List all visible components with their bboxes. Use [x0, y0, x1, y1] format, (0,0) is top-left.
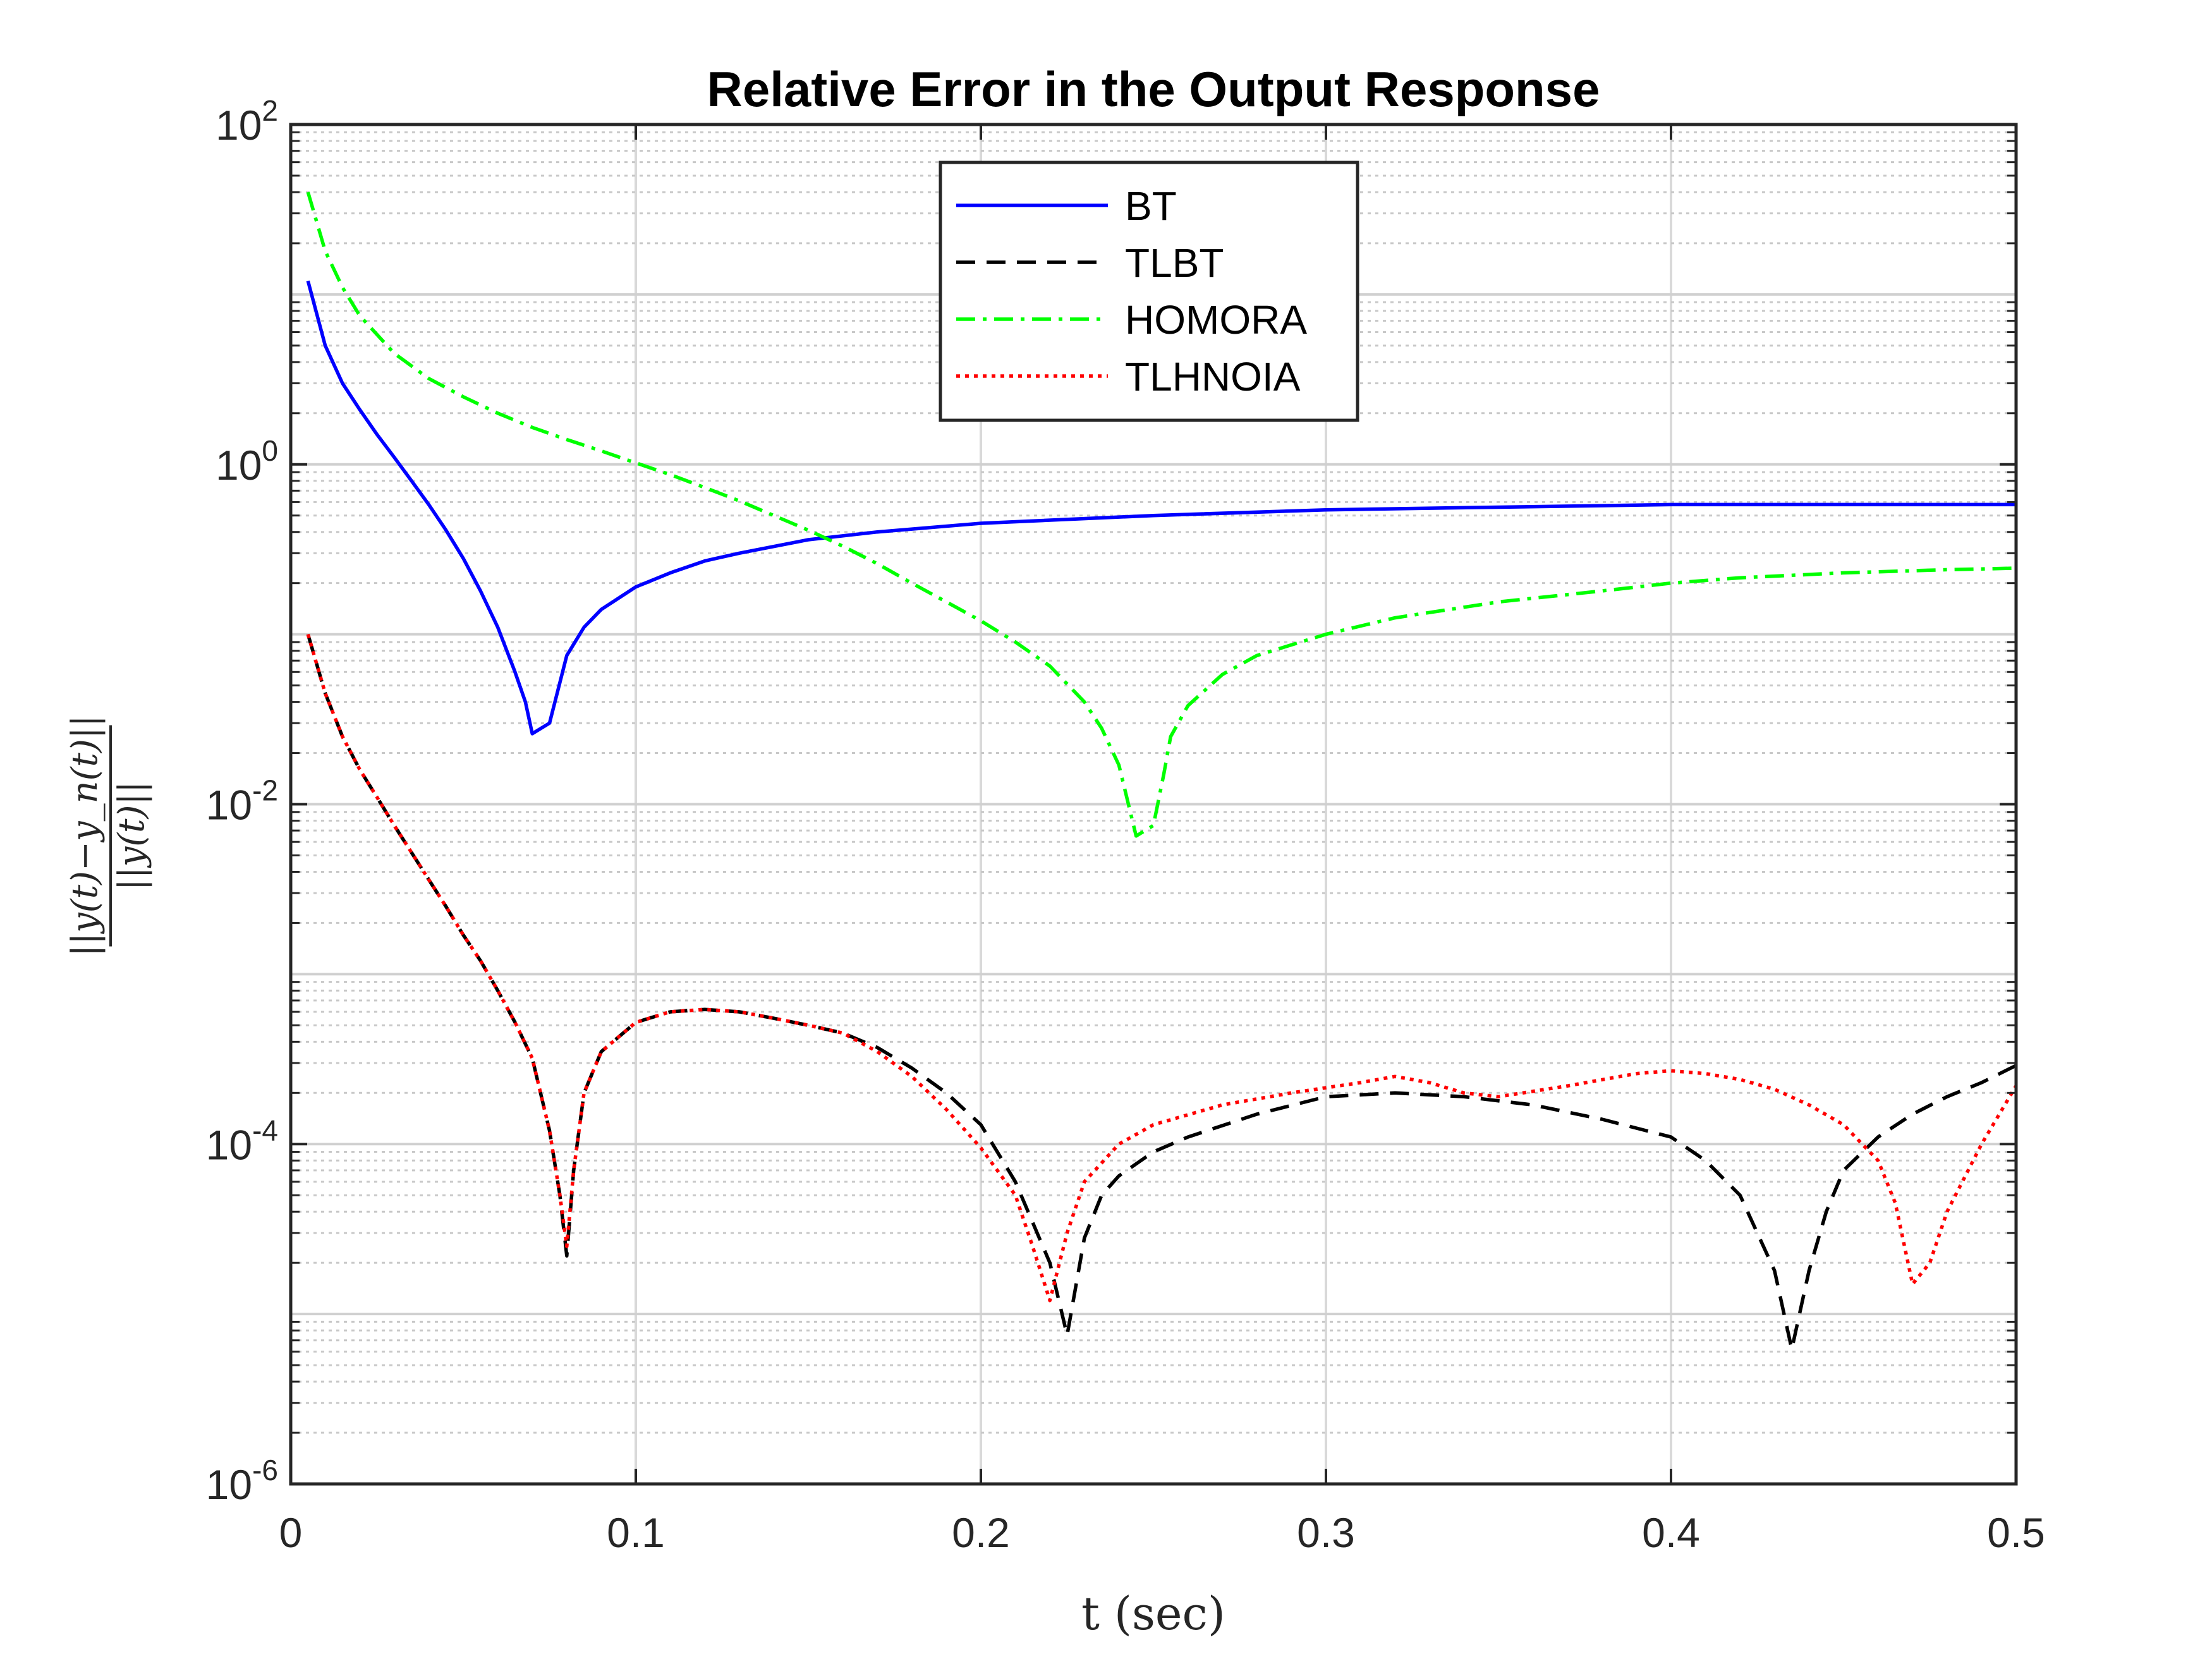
- x-tick-label: 0.3: [1297, 1509, 1355, 1556]
- x-tick-label: 0.5: [1987, 1509, 2045, 1556]
- tick-marks: [289, 123, 2017, 1485]
- chart-title: Relative Error in the Output Response: [707, 61, 1600, 117]
- x-tick-label: 0.2: [952, 1509, 1010, 1556]
- y-tick-label: 10-6: [206, 1454, 278, 1508]
- y-tick-label: 102: [216, 94, 278, 149]
- y-tick-label: 10-2: [206, 774, 278, 829]
- y-tick-labels: 102 100 10-2 10-4 10-6: [206, 94, 278, 1508]
- x-tick-label: 0.4: [1642, 1509, 1700, 1556]
- legend-label-homora: HOMORA: [1125, 297, 1307, 343]
- x-tick-labels: 0 0.1 0.2 0.3 0.4 0.5: [279, 1509, 2045, 1556]
- x-axis-label: t (sec): [1081, 1587, 1225, 1640]
- series-line-homora: [306, 191, 2017, 838]
- y-axis-label-denominator: ||y(t)||: [111, 781, 152, 890]
- legend-label-tlbt: TLBT: [1125, 240, 1224, 286]
- legend-label-bt: BT: [1125, 183, 1177, 229]
- series-line-bt: [306, 280, 2016, 736]
- series-lines: [306, 191, 2018, 1351]
- series-line-tlbt: [306, 633, 2017, 1351]
- y-axis-label: ||y(t)−y_n(t)|| ||y(t)||: [64, 715, 152, 956]
- y-tick-label: 10-4: [206, 1114, 278, 1168]
- series-line-tlhnoia: [306, 633, 2018, 1303]
- y-tick-label: 100: [216, 434, 278, 489]
- legend: BT TLBT HOMORA TLHNOIA: [939, 161, 1359, 422]
- x-tick-label: 0: [279, 1509, 303, 1556]
- x-tick-label: 0.1: [607, 1509, 665, 1556]
- y-axis-label-numerator: ||y(t)−y_n(t)||: [64, 715, 106, 956]
- legend-label-tlhnoia: TLHNOIA: [1125, 354, 1301, 399]
